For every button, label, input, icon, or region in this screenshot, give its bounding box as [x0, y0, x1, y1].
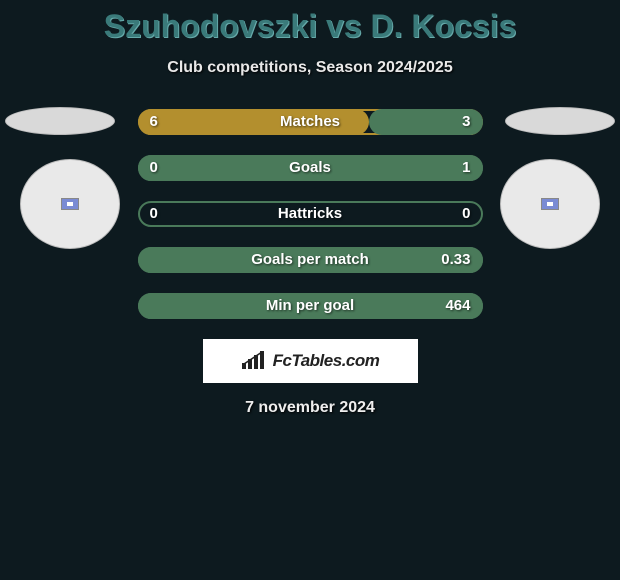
stat-bars: Matches63Goals01Hattricks00Goals per mat…: [138, 107, 483, 319]
comparison-stage: Matches63Goals01Hattricks00Goals per mat…: [0, 107, 620, 417]
player-photo-right-shadow: [505, 107, 615, 135]
stat-value-right: 0: [462, 201, 470, 227]
stat-row: Min per goal464: [138, 293, 483, 319]
date-text: 7 november 2024: [0, 399, 620, 417]
bars-icon: [241, 351, 267, 371]
page-title: Szuhodovszki vs D. Kocsis: [0, 0, 620, 45]
stat-value-right: 3: [462, 109, 470, 135]
stat-row: Hattricks0 0: [138, 201, 483, 227]
site-logo-badge: FcTables.com: [203, 339, 418, 383]
stat-value-left: 0: [150, 201, 158, 227]
stat-label: Matches: [138, 109, 483, 135]
flag-icon: [61, 198, 79, 210]
logo-text: FcTables.com: [273, 351, 380, 371]
player-photo-left-shadow: [5, 107, 115, 135]
stat-row: Goals0 1: [138, 155, 483, 181]
stat-row: Matches6 3: [138, 109, 483, 135]
subtitle: Club competitions, Season 2024/2025: [0, 59, 620, 77]
stat-label: Min per goal: [138, 293, 483, 319]
player-badge-left: [20, 159, 120, 249]
stat-value-right: 0.33: [441, 247, 470, 273]
stat-label: Goals: [138, 155, 483, 181]
stat-row: Goals per match0.33: [138, 247, 483, 273]
stat-value-right: 464: [445, 293, 470, 319]
stat-value-left: 0: [150, 155, 158, 181]
stat-label: Goals per match: [138, 247, 483, 273]
stat-value-left: 6: [150, 109, 158, 135]
stat-value-right: 1: [462, 155, 470, 181]
stat-label: Hattricks: [138, 201, 483, 227]
flag-icon: [541, 198, 559, 210]
player-badge-right: [500, 159, 600, 249]
